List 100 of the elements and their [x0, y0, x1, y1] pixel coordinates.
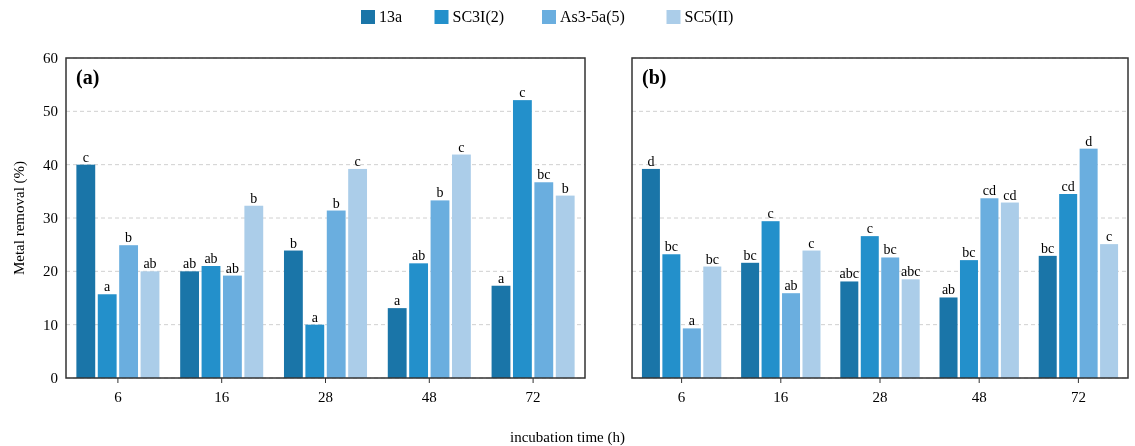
y-tick-label: 60 — [43, 50, 58, 66]
bar — [1038, 255, 1057, 378]
data-label: c — [354, 153, 361, 169]
data-label: c — [519, 85, 526, 101]
bar — [430, 200, 450, 378]
x-tick-label: 16 — [214, 389, 230, 405]
y-tick-label: 0 — [50, 370, 58, 386]
x-tick-label: 72 — [525, 389, 541, 405]
bar — [491, 285, 511, 378]
x-tick-label: 48 — [971, 389, 987, 405]
x-axis-title: incubation time (h) — [510, 429, 625, 446]
bar — [840, 281, 859, 378]
bar — [534, 182, 554, 378]
y-axis-title: Metal removal (%) — [11, 160, 28, 276]
x-tick-label: 6 — [677, 389, 686, 405]
y-tick-label: 40 — [43, 156, 58, 173]
data-label: ab — [784, 278, 798, 294]
data-label: bc — [705, 251, 719, 267]
data-label: ab — [411, 248, 426, 264]
bar — [222, 275, 242, 378]
bar — [119, 245, 139, 378]
data-label: a — [104, 279, 112, 295]
legend-label: SC3I(2) — [452, 8, 505, 26]
data-label: cd — [982, 183, 997, 199]
data-label: b — [289, 235, 297, 251]
chart-title: (a) — [76, 66, 100, 89]
bar — [901, 279, 920, 378]
y-tick-label: 20 — [43, 263, 58, 280]
bar — [348, 168, 368, 378]
data-label: bc — [537, 167, 551, 183]
bar — [201, 266, 221, 378]
bar — [512, 100, 532, 378]
bar — [140, 271, 160, 378]
data-label: c — [808, 235, 815, 251]
data-label: a — [311, 309, 319, 325]
x-tick-label: 72 — [1070, 389, 1086, 405]
bar — [305, 324, 325, 378]
data-label: c — [866, 221, 873, 237]
data-label: bc — [1041, 240, 1055, 256]
data-label: ab — [941, 282, 956, 298]
data-label: cd — [1003, 187, 1017, 203]
legend-label: SC5(II) — [684, 8, 734, 26]
bar — [641, 168, 660, 378]
bar — [881, 257, 900, 378]
bar — [980, 198, 999, 378]
bar — [703, 266, 722, 378]
data-label: ab — [225, 260, 240, 276]
bar — [860, 236, 879, 378]
data-label: bc — [664, 239, 678, 255]
data-label: d — [1085, 133, 1093, 149]
legend-label: 13a — [379, 8, 403, 25]
bar — [761, 221, 780, 378]
data-label: b — [561, 180, 569, 196]
bar — [326, 210, 346, 378]
bar — [782, 293, 801, 378]
bar — [555, 195, 575, 378]
bar — [409, 263, 429, 378]
bar — [662, 254, 681, 378]
data-label: bc — [743, 247, 757, 263]
data-label: c — [767, 206, 774, 222]
x-tick-label: 6 — [114, 389, 123, 405]
bar — [451, 154, 471, 378]
bar — [244, 205, 264, 378]
bar — [97, 294, 117, 378]
data-label: abc — [839, 266, 860, 282]
data-label: d — [647, 153, 655, 169]
data-label: b — [332, 195, 340, 211]
data-label: b — [250, 190, 258, 206]
x-tick-label: 28 — [318, 389, 333, 405]
chart-title: (b) — [642, 66, 667, 89]
data-label: c — [1105, 229, 1113, 245]
bar — [682, 328, 701, 378]
data-label: bc — [962, 245, 976, 261]
bar — [76, 164, 96, 378]
data-label: b — [125, 230, 133, 246]
y-tick-label: 10 — [43, 316, 58, 333]
data-label: c — [82, 149, 89, 165]
data-label: ab — [204, 251, 218, 266]
bar — [387, 308, 407, 378]
bar — [1059, 194, 1078, 378]
data-label: ab — [143, 256, 157, 272]
bar — [283, 250, 303, 378]
data-label: a — [394, 293, 402, 309]
bar — [939, 297, 958, 378]
legend-label: As3-5a(5) — [560, 8, 625, 26]
x-tick-label: 28 — [872, 389, 888, 405]
y-tick-label: 50 — [43, 103, 58, 120]
data-label: a — [497, 270, 505, 286]
data-label: ab — [182, 256, 197, 272]
bar — [1079, 148, 1098, 378]
data-label: abc — [900, 264, 921, 280]
data-label: cd — [1061, 179, 1075, 194]
y-tick-label: 30 — [43, 210, 58, 226]
data-label: c — [458, 139, 465, 155]
x-tick-label: 48 — [421, 389, 437, 405]
data-label: a — [688, 313, 696, 329]
bar — [1000, 202, 1019, 378]
bar — [180, 271, 200, 378]
x-tick-label: 16 — [773, 389, 789, 405]
bar — [741, 262, 760, 378]
